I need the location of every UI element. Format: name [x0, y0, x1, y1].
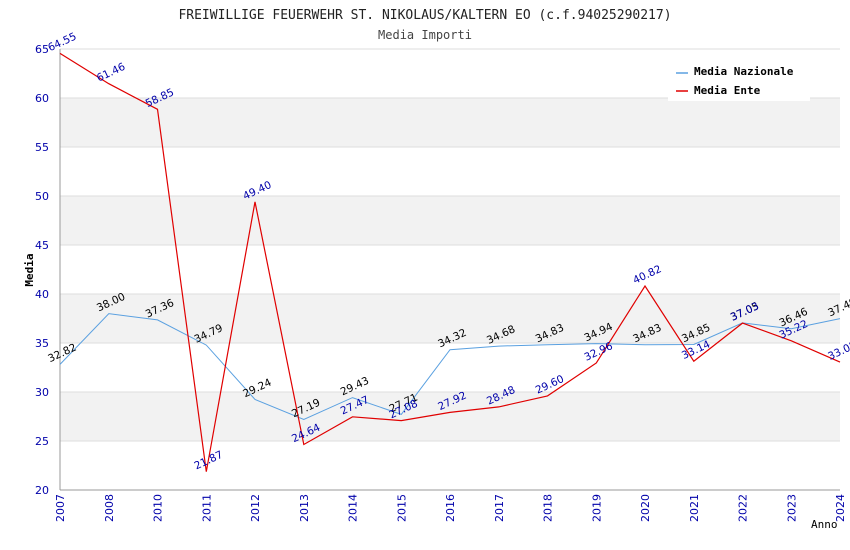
y-tick-label: 35	[35, 337, 49, 350]
data-label: 21.87	[192, 449, 224, 473]
legend: Media Nazionale Media Ente	[668, 61, 810, 101]
y-tick-label: 50	[35, 190, 49, 203]
y-tick-label: 30	[35, 386, 49, 399]
x-axis-label: Anno	[811, 518, 838, 531]
y-tick-label: 45	[35, 239, 49, 252]
data-label: 64.55	[46, 31, 78, 55]
grid-band	[60, 392, 840, 441]
x-tick-label: 2013	[298, 494, 311, 522]
background-bands	[60, 98, 840, 441]
series-line-ente	[59, 52, 841, 472]
y-tick-labels: 20 25 30 35 40 45 50 55 60 65	[35, 43, 49, 497]
chart-subtitle: Media Importi	[378, 28, 472, 42]
data-label: 61.46	[95, 61, 128, 85]
series-line-nazionale	[59, 313, 841, 421]
x-tick-labels: 2007 2008 2010 2011 2012 2013 2014 2015 2016 2017…	[54, 494, 847, 522]
legend-label-nazionale: Media Nazionale	[694, 65, 794, 78]
y-tick-label: 40	[35, 288, 49, 301]
legend-box	[668, 61, 810, 101]
grid-band	[60, 196, 840, 245]
x-tick-label: 2016	[444, 494, 457, 522]
x-tick-label: 2022	[737, 494, 750, 522]
data-label: 40.82	[631, 263, 663, 287]
x-tick-label: 2014	[347, 494, 360, 522]
x-tick-label: 2008	[103, 494, 116, 522]
grid-lines	[60, 48, 840, 491]
chart-title: FREIWILLIGE FEUERWEHR ST. NIKOLAUS/KALTE…	[178, 8, 671, 23]
x-tick-label: 2021	[688, 494, 701, 522]
x-tick-label: 2012	[249, 494, 262, 522]
x-tick-label: 2020	[639, 494, 652, 522]
y-tick-label: 65	[35, 43, 49, 56]
x-tick-label: 2017	[493, 494, 506, 522]
x-tick-label: 2024	[834, 494, 847, 522]
legend-label-ente: Media Ente	[694, 84, 761, 97]
y-tick-label: 55	[35, 141, 49, 154]
y-tick-label: 60	[35, 92, 49, 105]
x-tick-label: 2007	[54, 494, 67, 522]
x-tick-label: 2018	[542, 494, 555, 522]
x-tick-label: 2023	[785, 494, 798, 522]
series-lines	[59, 52, 841, 472]
x-tick-label: 2010	[152, 494, 165, 522]
y-axis-label: Media	[23, 253, 36, 286]
grid-band	[60, 294, 840, 343]
x-tick-label: 2015	[395, 494, 408, 522]
x-tick-label: 2019	[590, 494, 603, 522]
x-tick-label: 2011	[200, 494, 213, 522]
grid-band	[60, 98, 840, 147]
y-tick-label: 20	[35, 484, 49, 497]
y-tick-label: 25	[35, 435, 49, 448]
